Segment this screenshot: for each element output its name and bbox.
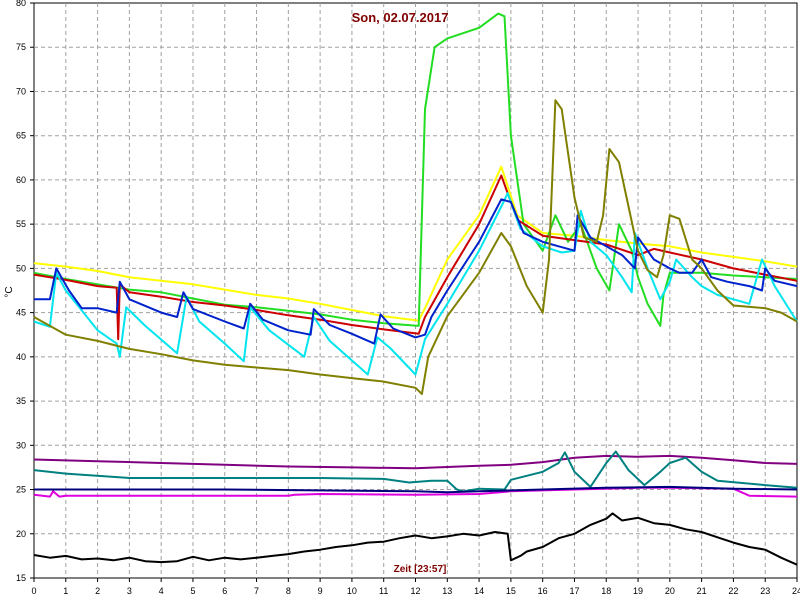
series-group: [33, 12, 798, 566]
x-tick-label: 15: [506, 586, 516, 596]
series-line-8: [33, 450, 798, 493]
x-tick-label: 9: [318, 586, 323, 596]
series-line-7: [33, 454, 798, 470]
series-line-11: [33, 512, 798, 566]
y-tick-label: 70: [16, 86, 26, 96]
x-tick-label: 1: [63, 586, 68, 596]
y-tick-label: 35: [16, 396, 26, 406]
y-tick-label: 75: [16, 42, 26, 52]
x-axis-label: Zeit [23:57]: [394, 564, 447, 575]
y-tick-label: 55: [16, 219, 26, 229]
x-tick-label: 6: [222, 586, 227, 596]
x-tick-label: 5: [190, 586, 195, 596]
x-tick-label: 16: [538, 586, 548, 596]
y-tick-label: 65: [16, 131, 26, 141]
series-line-1: [33, 165, 798, 322]
x-tick-label: 21: [697, 586, 707, 596]
series-line-4: [33, 192, 798, 376]
x-tick-label: 20: [665, 586, 675, 596]
x-tick-label: 12: [410, 586, 420, 596]
ticks: 0 1 2 3 4 5 6 7 8 9 10 11 12 13 14 15 16 17 18 19 20 21 22 23 24…: [16, 0, 800, 596]
x-tick-label: 0: [31, 586, 36, 596]
x-tick-label: 14: [474, 586, 484, 596]
chart-title: Son, 02.07.2017: [352, 10, 449, 25]
x-tick-label: 7: [254, 586, 259, 596]
x-tick-label: 3: [127, 586, 132, 596]
x-tick-label: 18: [601, 586, 611, 596]
x-tick-label: 8: [286, 586, 291, 596]
y-tick-label: 30: [16, 440, 26, 450]
y-tick-label: 80: [16, 0, 26, 8]
x-tick-label: 4: [159, 586, 164, 596]
x-tick-label: 11: [379, 586, 388, 596]
x-tick-label: 19: [633, 586, 643, 596]
series-line-10: [34, 485, 798, 494]
x-tick-label: 23: [760, 586, 770, 596]
y-tick-label: 25: [16, 485, 26, 495]
series-line-2: [33, 12, 798, 327]
y-tick-label: 60: [16, 175, 26, 185]
y-tick-label: 20: [16, 529, 26, 539]
series-line-6: [33, 99, 798, 395]
x-tick-label: 10: [347, 586, 357, 596]
x-tick-label: 17: [569, 586, 579, 596]
x-tick-label: 24: [792, 586, 800, 596]
y-tick-label: 50: [16, 263, 26, 273]
y-axis-label: °C: [4, 286, 15, 297]
y-tick-label: 45: [16, 308, 26, 318]
series-line-5: [34, 198, 798, 345]
y-tick-label: 15: [16, 573, 26, 583]
x-tick-label: 13: [442, 586, 452, 596]
x-tick-label: 22: [728, 586, 738, 596]
y-tick-label: 40: [16, 352, 26, 362]
x-tick-label: 2: [95, 586, 100, 596]
